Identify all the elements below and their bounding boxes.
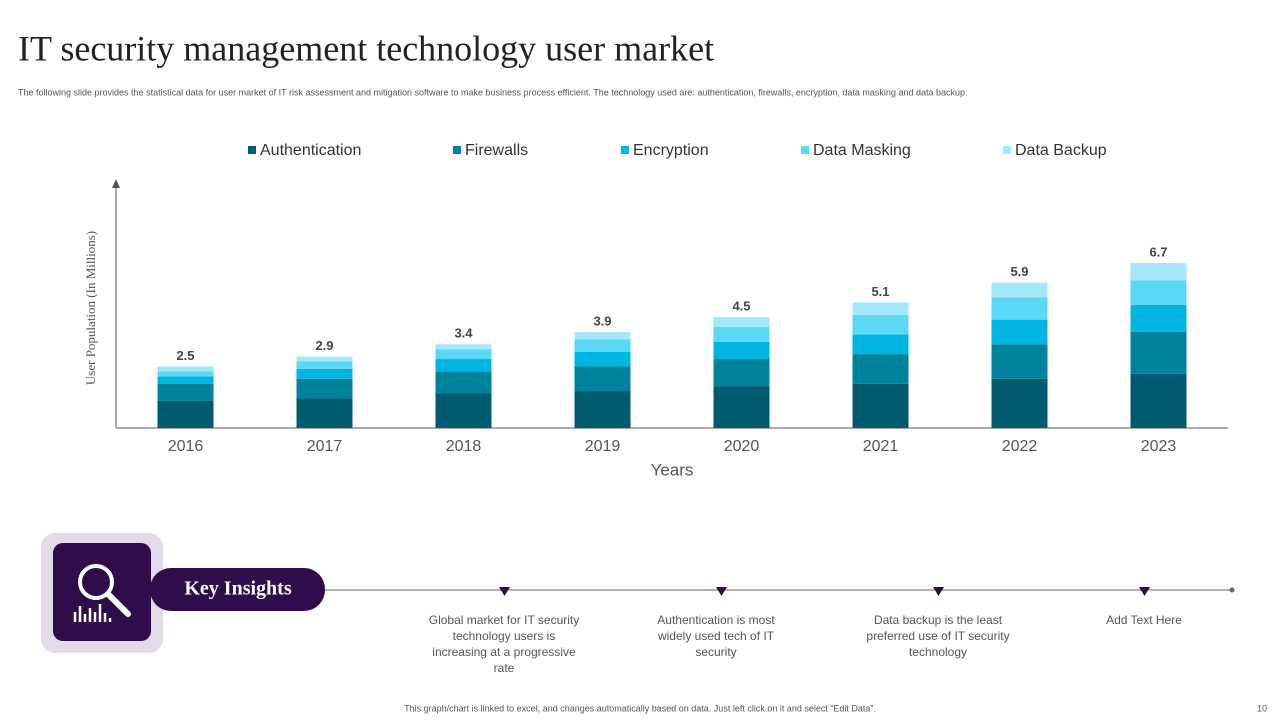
legend-swatch	[1003, 146, 1011, 154]
legend-swatch	[621, 146, 629, 154]
total-label: 6.7	[1149, 244, 1167, 259]
bar-segment	[1130, 331, 1187, 374]
total-label: 5.9	[1010, 264, 1028, 279]
bar-segment	[713, 341, 770, 360]
bar-segment	[574, 339, 631, 352]
insight-heading: Key Insights	[184, 578, 291, 600]
legend-label: Firewalls	[465, 142, 528, 159]
footer: This graph/chart is linked to excel, and…	[404, 703, 876, 713]
bar-segment	[991, 344, 1048, 379]
magnifier-handle	[105, 591, 131, 617]
bar-segment	[296, 398, 353, 428]
bar-segment	[435, 359, 492, 372]
bar-segment	[1130, 304, 1187, 332]
bar-segment	[435, 344, 492, 350]
total-label: 3.9	[593, 313, 611, 328]
bar-segment	[157, 383, 214, 401]
bar-segment	[713, 327, 770, 342]
bar-segment	[435, 393, 492, 428]
x-tick-label: 2019	[585, 438, 621, 455]
bar-segment	[435, 349, 492, 360]
legend-swatch	[248, 146, 256, 154]
x-tick-label: 2022	[1002, 438, 1038, 455]
total-label: 2.5	[176, 348, 194, 363]
insight-text: Add Text Here	[1106, 613, 1182, 627]
bar-segment	[991, 378, 1048, 428]
x-tick-label: 2023	[1141, 438, 1177, 455]
insight-icon-box	[53, 543, 151, 641]
bar-segment	[574, 391, 631, 428]
bar-segment	[574, 351, 631, 367]
magnifier	[78, 564, 114, 600]
bar-segment	[435, 371, 492, 394]
y-axis-label: User Population (In Millions)	[83, 231, 98, 385]
x-axis-label: Years	[651, 460, 694, 479]
bar-segment	[157, 371, 214, 377]
legend-label: Encryption	[633, 142, 709, 159]
bar-segment	[713, 359, 770, 387]
bar-segment	[991, 319, 1048, 345]
bar-segment	[1130, 280, 1187, 305]
page-number: 10	[1257, 703, 1267, 713]
bar-segment	[296, 378, 353, 399]
insight-text: Authentication is most widely used tech …	[657, 613, 775, 659]
title: IT security management technology user m…	[18, 28, 714, 68]
legend-label: Data Masking	[813, 142, 911, 159]
legend-label: Data Backup	[1015, 142, 1107, 159]
bar-segment	[574, 366, 631, 392]
insight-text: Data backup is the least preferred use o…	[866, 613, 1010, 659]
total-label: 4.5	[732, 299, 750, 314]
total-label: 5.1	[871, 284, 889, 299]
legend-label: Authentication	[260, 142, 361, 159]
x-tick-label: 2021	[863, 438, 899, 455]
total-label: 2.9	[315, 338, 333, 353]
legend-swatch	[453, 146, 461, 154]
bar-segment	[713, 386, 770, 428]
bar-segment	[296, 361, 353, 369]
bar-segment	[157, 376, 214, 384]
legend-swatch	[801, 146, 809, 154]
x-tick-label: 2020	[724, 438, 760, 455]
bar-segment	[852, 334, 909, 355]
bar-segment	[1130, 263, 1187, 281]
insight-pill	[150, 568, 325, 611]
bar-segment	[852, 314, 909, 335]
bar-segment	[157, 400, 214, 428]
bar-segment	[296, 356, 353, 362]
bar-segment	[1130, 373, 1187, 428]
x-tick-label: 2016	[168, 438, 204, 455]
subtitle: The following slide provides the statist…	[18, 87, 968, 97]
insight-text: Global market for IT security technology…	[428, 613, 580, 675]
bar-segment	[852, 383, 909, 428]
timeline-markers	[499, 587, 1150, 596]
x-tick-label: 2018	[446, 438, 482, 455]
icon-bars	[73, 604, 112, 622]
total-label: 3.4	[454, 326, 473, 341]
timeline-end	[1229, 587, 1235, 593]
bar-segment	[852, 354, 909, 384]
bar-segment	[157, 366, 214, 372]
x-tick-label: 2017	[307, 438, 343, 455]
bar-segment	[991, 297, 1048, 320]
bar-segment	[574, 331, 631, 340]
bar-segment	[991, 282, 1048, 298]
y-axis-arrow	[112, 179, 120, 188]
bar-segment	[852, 302, 909, 315]
bar-segment	[713, 317, 770, 328]
bar-segment	[296, 368, 353, 379]
